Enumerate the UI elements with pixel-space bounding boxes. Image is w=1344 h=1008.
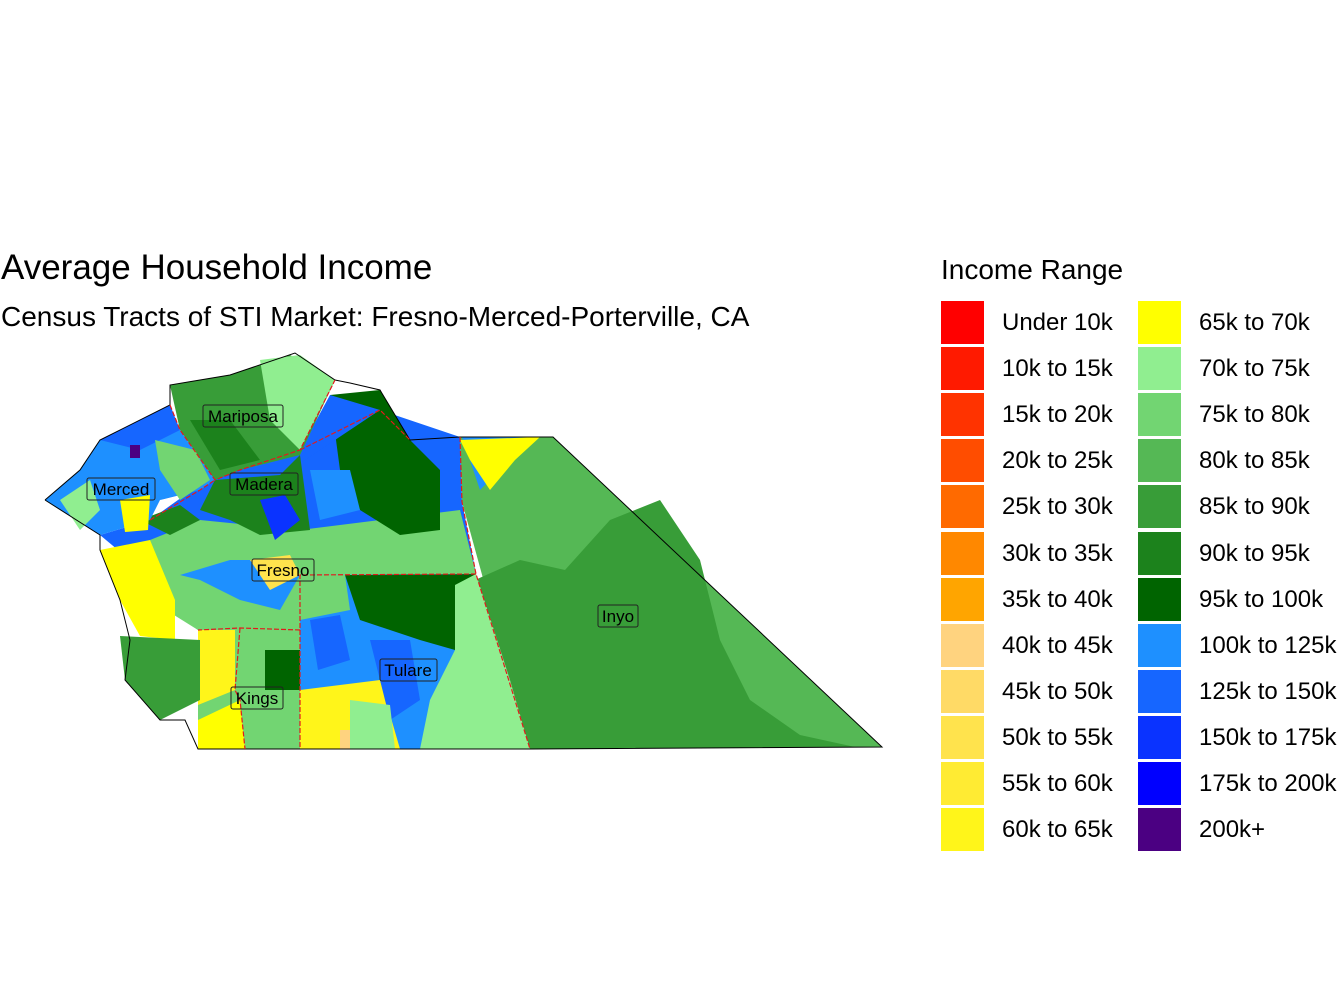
legend-swatch	[1138, 808, 1181, 852]
county-label-merced: Merced	[86, 477, 156, 501]
legend-label: 90k to 95k	[1199, 539, 1310, 567]
legend-label: 50k to 55k	[1002, 723, 1113, 751]
legend-label: 200k+	[1199, 816, 1266, 844]
legend-label: 150k to 175k	[1199, 723, 1337, 751]
legend-swatch	[941, 301, 984, 344]
legend-label: 75k to 80k	[1199, 401, 1310, 429]
legend-swatch	[941, 669, 984, 713]
legend-swatch	[941, 623, 984, 667]
county-label-kings: Kings	[230, 686, 284, 710]
legend-label: 40k to 45k	[1002, 631, 1113, 659]
legend-item: 100k to 125k	[1138, 623, 1338, 667]
legend-item: 85k to 90k	[1138, 485, 1338, 529]
legend-item: Under 10k	[941, 301, 1141, 344]
legend-item: 10k to 15k	[941, 347, 1141, 391]
legend-item: 65k to 70k	[1138, 301, 1338, 344]
svg-text:Fresno: Fresno	[257, 561, 310, 580]
legend-swatch	[1138, 623, 1181, 667]
svg-text:Tulare: Tulare	[384, 661, 432, 680]
legend-swatch	[1138, 531, 1181, 575]
legend-swatch	[1138, 393, 1181, 437]
legend-swatch	[941, 577, 984, 621]
legend-item: 15k to 20k	[941, 393, 1141, 437]
county-label-madera: Madera	[229, 472, 299, 496]
legend-label: 70k to 75k	[1199, 355, 1310, 383]
svg-text:Inyo: Inyo	[602, 607, 634, 626]
legend-label: 30k to 35k	[1002, 539, 1113, 567]
county-label-fresno: Fresno	[251, 558, 315, 582]
legend-label: 175k to 200k	[1199, 770, 1337, 797]
county-label-tulare: Tulare	[379, 658, 438, 682]
svg-text:Kings: Kings	[236, 689, 279, 708]
legend-label: 45k to 50k	[1002, 677, 1113, 705]
legend-label: 35k to 40k	[1002, 585, 1113, 613]
legend-item: 50k to 55k	[941, 715, 1141, 759]
legend-label: 100k to 125k	[1199, 631, 1337, 659]
legend-item: 150k to 175k	[1138, 715, 1338, 759]
legend-label: 20k to 25k	[1002, 447, 1113, 475]
legend-item: 25k to 30k	[941, 485, 1141, 529]
legend-swatch	[941, 485, 984, 529]
legend-swatch	[1138, 485, 1181, 529]
map-title: Average Household Income	[1, 248, 433, 287]
legend-swatch	[1138, 439, 1181, 483]
legend-title: Income Range	[941, 254, 1124, 285]
legend-swatch	[941, 762, 984, 805]
legend-label: 10k to 15k	[1002, 355, 1113, 383]
region-tulare	[300, 574, 530, 749]
region-merced	[45, 405, 215, 535]
legend-swatch	[941, 808, 984, 852]
svg-text:Merced: Merced	[93, 480, 150, 499]
legend-item: 75k to 80k	[1138, 393, 1338, 437]
legend-label: 25k to 30k	[1002, 493, 1113, 521]
legend-item: 95k to 100k	[1138, 577, 1338, 621]
map-subtitle: Census Tracts of STI Market: Fresno-Merc…	[1, 301, 750, 332]
region-inyo	[460, 437, 882, 749]
legend-label: 15k to 20k	[1002, 401, 1113, 429]
legend-item: 20k to 25k	[941, 439, 1141, 483]
county-label-mariposa: Mariposa	[202, 404, 284, 428]
legend-label: 55k to 60k	[1002, 770, 1113, 797]
legend-label: 95k to 100k	[1199, 585, 1324, 613]
legend-swatch	[1138, 577, 1181, 621]
region-mariposa	[170, 355, 335, 480]
legend-item: 125k to 150k	[1138, 669, 1338, 713]
legend-swatch	[941, 531, 984, 575]
legend-swatch	[1138, 715, 1181, 759]
legend-item: 35k to 40k	[941, 577, 1141, 621]
legend-item: 80k to 85k	[1138, 439, 1338, 483]
market-outline	[44, 352, 884, 750]
legend-label: 85k to 90k	[1199, 493, 1310, 521]
legend-item: 70k to 75k	[1138, 347, 1338, 391]
svg-text:Mariposa: Mariposa	[208, 407, 278, 426]
legend-item: 45k to 50k	[941, 669, 1141, 713]
legend-label: 80k to 85k	[1199, 447, 1310, 475]
county-borders	[149, 379, 531, 750]
legend-swatch	[941, 715, 984, 759]
legend-item: 175k to 200k	[1138, 762, 1338, 805]
legend-swatch	[941, 439, 984, 483]
legend-item: 40k to 45k	[941, 623, 1141, 667]
legend-item: 55k to 60k	[941, 762, 1141, 805]
legend-label: Under 10k	[1002, 309, 1113, 336]
legend-swatch	[1138, 301, 1181, 344]
legend-swatch	[1138, 669, 1181, 713]
legend-label: 125k to 150k	[1199, 677, 1337, 705]
legend-item: 60k to 65k	[941, 808, 1141, 852]
legend-swatch	[941, 347, 984, 391]
legend-label: 65k to 70k	[1199, 309, 1310, 336]
legend-swatch	[1138, 347, 1181, 391]
legend-item: 30k to 35k	[941, 531, 1141, 575]
legend-label: 60k to 65k	[1002, 816, 1113, 844]
county-label-inyo: Inyo	[597, 604, 639, 628]
svg-text:Madera: Madera	[235, 475, 293, 494]
legend-item: 90k to 95k	[1138, 531, 1338, 575]
region-kings	[198, 628, 300, 749]
legend-swatch	[941, 393, 984, 437]
legend-item: 200k+	[1138, 808, 1338, 852]
legend-swatch	[1138, 762, 1181, 805]
